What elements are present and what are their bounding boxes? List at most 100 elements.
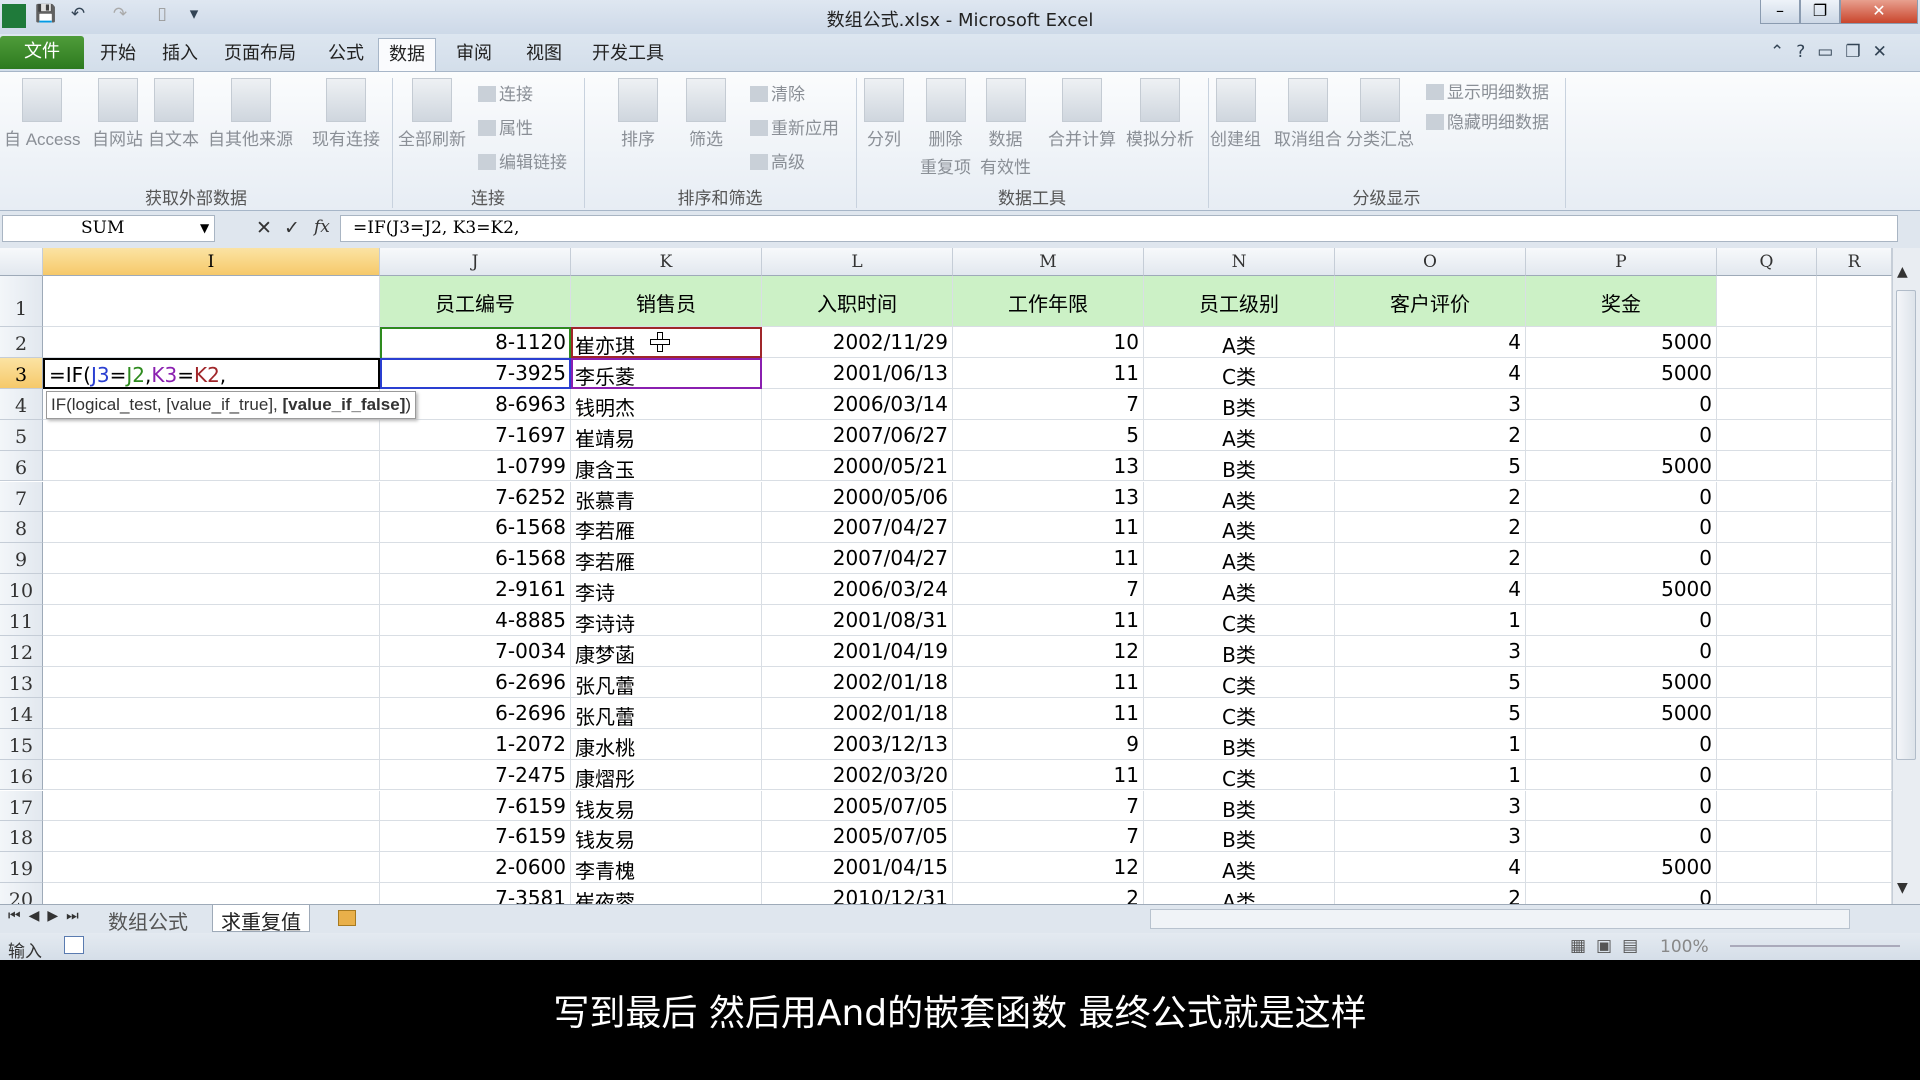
row-header-1[interactable]: 1 [0, 276, 43, 327]
table-cell[interactable]: 5000 [1526, 357, 1717, 389]
undo-icon[interactable]: ↶ [70, 4, 86, 24]
table-cell[interactable] [1817, 388, 1892, 420]
table-cell[interactable]: 2001/06/13 [762, 357, 953, 389]
table-cell[interactable]: 2000/05/21 [762, 450, 953, 482]
table-cell[interactable]: 0 [1526, 636, 1717, 667]
table-cell[interactable] [1717, 481, 1817, 513]
table-cell[interactable] [43, 852, 380, 884]
select-all-corner[interactable] [0, 248, 43, 276]
table-cell[interactable]: C类 [1144, 697, 1335, 729]
table-cell[interactable]: 0 [1526, 728, 1717, 760]
ribbon-small-button[interactable]: 编辑链接 [478, 148, 567, 173]
table-cell[interactable]: 2001/04/19 [762, 636, 953, 667]
table-cell[interactable] [1817, 728, 1892, 760]
table-cell[interactable]: 2 [1335, 481, 1526, 513]
table-cell[interactable]: 0 [1526, 821, 1717, 853]
table-cell[interactable]: 崔夜蓉 [571, 883, 762, 904]
table-cell[interactable]: A类 [1144, 512, 1335, 544]
sheet-tab-0[interactable]: 数组公式 [108, 910, 188, 934]
table-cell[interactable]: 2007/04/27 [762, 512, 953, 544]
table-cell[interactable] [1717, 419, 1817, 451]
table-cell[interactable] [43, 790, 380, 822]
table-cell[interactable] [43, 605, 380, 636]
table-cell[interactable]: 11 [953, 357, 1144, 389]
sheet-tab-1[interactable]: 求重复值 [212, 905, 310, 934]
table-cell[interactable]: 李乐菱 [571, 357, 762, 389]
tab-5[interactable]: 数据 [378, 38, 436, 71]
zoom-level[interactable]: 100% [1660, 937, 1709, 957]
table-cell[interactable]: 工作年限 [953, 276, 1144, 327]
row-header-11[interactable]: 11 [0, 605, 43, 636]
table-cell[interactable]: 11 [953, 759, 1144, 791]
table-cell[interactable] [1817, 512, 1892, 544]
table-cell[interactable]: 2002/01/18 [762, 666, 953, 698]
table-cell[interactable]: 李诗 [571, 574, 762, 606]
table-cell[interactable] [1717, 276, 1817, 327]
table-cell[interactable] [43, 883, 380, 904]
table-cell[interactable]: 销售员 [571, 276, 762, 327]
column-header-J[interactable]: J [380, 248, 571, 276]
table-cell[interactable]: A类 [1144, 574, 1335, 606]
table-cell[interactable]: 2007/06/27 [762, 419, 953, 451]
table-cell[interactable]: 2 [953, 883, 1144, 904]
table-cell[interactable]: 1-2072 [380, 728, 571, 760]
table-cell[interactable]: 客户评价 [1335, 276, 1526, 327]
table-cell[interactable]: 0 [1526, 419, 1717, 451]
table-cell[interactable] [1717, 821, 1817, 853]
row-header-2[interactable]: 2 [0, 327, 43, 358]
ribbon-small-button[interactable]: 重新应用 [750, 114, 839, 139]
ribbon-button[interactable]: 删除 重复项 [920, 78, 971, 182]
tab-3[interactable]: 页面布局 [224, 43, 296, 64]
table-cell[interactable] [1717, 450, 1817, 482]
table-cell[interactable] [43, 574, 380, 606]
table-cell[interactable]: 2 [1335, 512, 1526, 544]
table-cell[interactable]: 康水桃 [571, 728, 762, 760]
table-cell[interactable]: 5 [1335, 666, 1526, 698]
table-cell[interactable] [43, 636, 380, 667]
table-cell[interactable]: 5000 [1526, 852, 1717, 884]
tab-6[interactable]: 审阅 [456, 43, 492, 64]
row-header-7[interactable]: 7 [0, 481, 43, 513]
table-cell[interactable]: 5000 [1526, 327, 1717, 358]
table-cell[interactable]: 3 [1335, 790, 1526, 822]
table-cell[interactable]: 7-3581 [380, 883, 571, 904]
table-cell[interactable]: 0 [1526, 388, 1717, 420]
table-cell[interactable]: 1 [1335, 759, 1526, 791]
table-cell[interactable]: 2006/03/24 [762, 574, 953, 606]
restore-button[interactable]: ❐ [1800, 0, 1840, 24]
table-cell[interactable]: 钱明杰 [571, 388, 762, 420]
table-cell[interactable] [1817, 821, 1892, 853]
ribbon-button[interactable]: 模拟分析 [1126, 78, 1194, 154]
table-cell[interactable]: B类 [1144, 790, 1335, 822]
table-cell[interactable]: 8-6963 [380, 388, 571, 420]
tab-7[interactable]: 视图 [526, 43, 562, 64]
row-header-6[interactable]: 6 [0, 450, 43, 482]
table-cell[interactable]: 2003/12/13 [762, 728, 953, 760]
row-header-4[interactable]: 4 [0, 388, 43, 420]
table-cell[interactable]: B类 [1144, 728, 1335, 760]
table-cell[interactable]: 4 [1335, 574, 1526, 606]
table-cell[interactable] [1717, 327, 1817, 358]
table-cell[interactable]: 李若雁 [571, 543, 762, 575]
table-cell[interactable] [1717, 759, 1817, 791]
table-cell[interactable]: 张凡蕾 [571, 697, 762, 729]
ribbon-button[interactable]: 自网站 [92, 78, 143, 154]
table-cell[interactable]: 2 [1335, 543, 1526, 575]
table-cell[interactable] [43, 327, 380, 358]
table-cell[interactable] [43, 728, 380, 760]
tab-4[interactable]: 公式 [328, 43, 364, 64]
table-cell[interactable] [1717, 852, 1817, 884]
table-cell[interactable]: 入职时间 [762, 276, 953, 327]
table-cell[interactable]: 6-1568 [380, 543, 571, 575]
redo-icon[interactable]: ↷ [112, 4, 128, 24]
column-header-I[interactable]: I [43, 248, 380, 276]
table-cell[interactable]: 2 [1335, 419, 1526, 451]
table-cell[interactable]: 0 [1526, 512, 1717, 544]
macro-record-icon[interactable] [64, 936, 84, 954]
table-cell[interactable]: 0 [1526, 481, 1717, 513]
ribbon-button[interactable]: 合并计算 [1048, 78, 1116, 154]
row-header-3[interactable]: 3 [0, 357, 43, 389]
table-cell[interactable]: 7-2475 [380, 759, 571, 791]
close-button[interactable]: ✕ [1840, 0, 1918, 24]
table-cell[interactable]: 员工编号 [380, 276, 571, 327]
